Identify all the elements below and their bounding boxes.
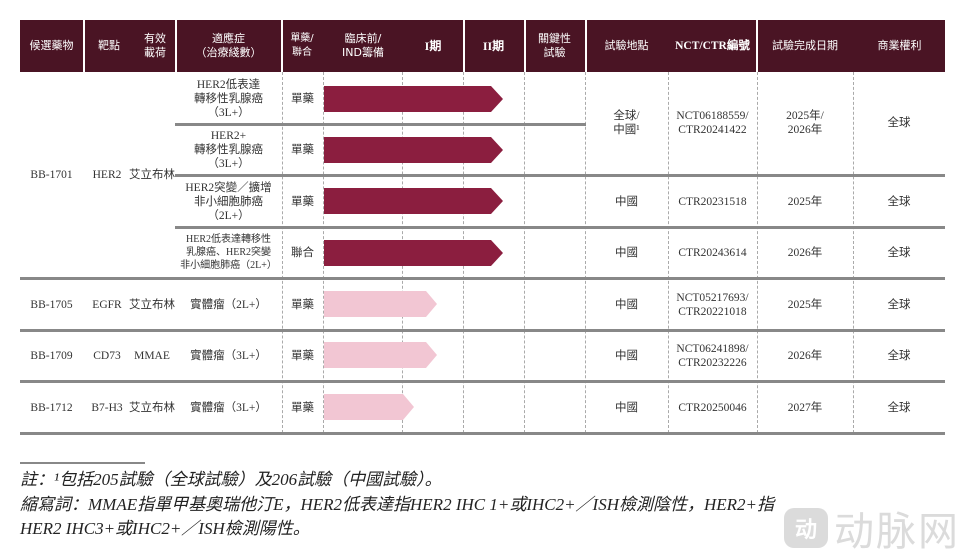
commercial-rights: 全球 [887,298,911,311]
commercial-rights: 全球 [887,246,911,259]
row-divider [20,277,945,280]
header-payload: 有效 載荷 [144,32,166,59]
header-divider [463,20,465,72]
header-phase1: I期 [424,39,442,53]
mono-combo: 單藥 [291,92,314,105]
nct-number: CTR20243614 [678,246,747,259]
completion-date: 2026年 [787,246,823,259]
header-completion: 試驗完成日期 [772,39,838,52]
row-divider [20,432,945,435]
commercial-rights: 全球 [887,401,911,414]
header-site: 試驗地點 [604,39,649,52]
row-divider [20,329,945,332]
header-divider [281,20,283,72]
progress-bar-phase1 [324,342,439,368]
trial-site: 中國 [615,195,638,208]
trial-site: 全球/ 中國¹ [613,110,640,136]
header-divider [83,20,85,72]
target: EGFR [92,298,122,311]
column-divider [585,72,586,433]
indication: HER2+ 轉移性乳腺癌 （3L+） [194,129,263,170]
completion-date: 2025年/ 2026年 [786,110,824,136]
commercial-rights: 全球 [887,195,911,208]
trial-site: 中國 [615,401,638,414]
footnote-abbreviations: 縮寫詞：MMAE指單甲基奧瑞他汀E，HER2低表達指HER2 IHC 1+或IH… [20,495,775,514]
completion-date: 2026年 [787,350,823,362]
indication: HER2突變／擴增 非小細胞肺癌 （2L+） [185,181,272,222]
header-pivotal: 關鍵性 試驗 [538,32,571,59]
footnote-abbreviations-cont: HER2 IHC3+或IHC2+／ISH檢測陽性。 [20,519,310,538]
watermark: 动 动脉网 [784,499,960,557]
mono-combo: 單藥 [291,143,314,156]
progress-bar-phase1 [324,394,416,420]
payload: MMAE [134,350,170,362]
trial-site: 中國 [615,350,638,362]
footnote-divider [20,462,145,464]
mono-combo: 單藥 [291,298,314,311]
mono-combo: 單藥 [291,401,314,414]
indication: HER2低表達 轉移性乳腺癌 （3L+） [194,78,263,119]
mono-combo: 單藥 [291,195,314,208]
footnote-1: 註：¹包括205試驗（全球試驗）及206試驗（中國試驗）。 [20,470,442,489]
header-preclinical: 臨床前/ IND籌備 [342,32,384,59]
column-divider [323,72,324,433]
header-mono-combo: 單藥/ 聯合 [290,33,314,58]
trial-site: 中國 [615,298,638,311]
row-divider [175,174,945,177]
target: CD73 [93,350,121,362]
header-divider [524,20,526,72]
progress-bar-phase1 [324,291,439,317]
header-drug: 候選藥物 [29,39,74,52]
indication: 實體瘤（3L+） [190,350,267,362]
watermark-logo-icon: 动 [784,508,828,548]
commercial-rights: 全球 [887,350,911,362]
trial-site: 中國 [615,246,638,259]
nct-number: CTR20231518 [678,195,747,208]
payload: 艾立布林 [129,168,175,181]
completion-date: 2025年 [787,195,823,208]
column-divider [757,72,758,433]
column-divider [282,72,283,433]
row-divider [175,123,586,126]
completion-date: 2025年 [787,298,823,311]
mono-combo: 單藥 [291,350,314,362]
indication: HER2低表達轉移性 乳腺癌、HER2突變 非小細胞肺癌（2L+） [180,234,277,271]
header-divider [585,20,587,72]
column-divider [853,72,854,433]
indication: 實體瘤（2L+） [190,298,267,311]
column-divider [524,72,525,433]
drug-name: BB-1701 [30,168,73,181]
header-nct: NCT/CTR編號 [675,40,750,52]
column-divider [668,72,669,433]
commercial-rights: 全球 [887,117,911,129]
payload: 艾立布林 [129,298,175,311]
nct-number: NCT06241898/ CTR20232226 [676,343,749,369]
drug-name: BB-1709 [30,350,73,362]
nct-number: CTR20250046 [678,401,747,414]
header-phase2: II期 [482,39,505,53]
progress-bar-phase2 [324,86,504,112]
header-target: 靶點 [98,39,120,52]
nct-number: NCT06188559/ CTR20241422 [676,110,749,136]
progress-bar-phase2 [324,137,504,163]
table-header: 候選藥物 靶點 有效 載荷 適應症 （治療綫數） 單藥/ 聯合 臨床前/ IND… [20,20,945,72]
nct-number: NCT05217693/ CTR20221018 [676,291,749,318]
header-divider [756,20,758,72]
drug-name: BB-1705 [30,298,73,311]
header-divider [175,20,177,72]
header-indication: 適應症 （治療綫數） [195,32,262,59]
drug-name: BB-1712 [30,401,73,414]
row-divider [20,380,945,383]
payload: 艾立布林 [129,401,175,414]
target: B7-H3 [91,401,123,414]
header-rights: 商業權利 [877,39,922,52]
target: HER2 [92,168,122,181]
progress-bar-phase2 [324,240,504,266]
indication: 實體瘤（3L+） [190,401,267,414]
mono-combo: 聯合 [291,246,314,259]
completion-date: 2027年 [787,401,823,414]
watermark-text: 动脉网 [834,509,960,555]
row-divider [175,226,945,229]
progress-bar-phase2 [324,188,504,214]
